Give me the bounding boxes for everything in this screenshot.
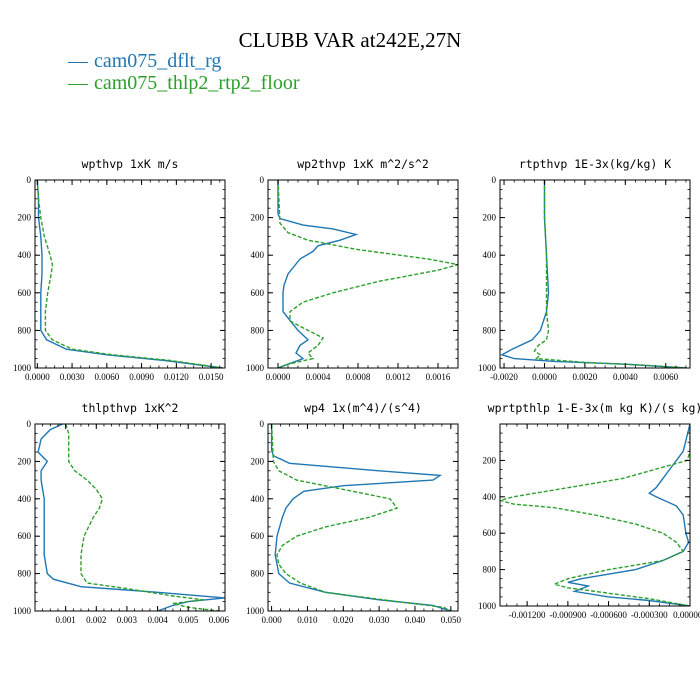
legend-swatch-icon: — [68,50,88,72]
x-tick-label: 0.006 [209,615,230,625]
legend-entry-floor: — cam075_thlp2_rtp2_floor [68,72,300,95]
y-tick-label: 1000 [478,601,497,611]
y-tick-label: 400 [18,494,32,504]
panel-title: thlpthvp 1xK^2 [82,401,179,415]
y-tick-label: 1000 [246,363,265,373]
x-tick-label: -0.000300 [631,610,668,620]
y-tick-label: 800 [251,325,265,335]
x-tick-label: 0.002 [86,615,106,625]
series-line-floor [64,424,219,611]
series-line-floor [270,424,452,611]
y-tick-label: 600 [483,528,497,538]
y-tick-label: 0 [260,175,265,185]
series-line-dflt [270,424,452,611]
y-tick-label: 1000 [478,363,497,373]
series-line-floor [277,180,458,368]
x-tick-label: 0.0000 [25,372,50,382]
panel-title: wprtpthlp 1-E-3x(m kg K)/(s kg) [488,401,700,415]
y-tick-label: 200 [251,213,265,223]
y-tick-label: 800 [18,569,32,579]
x-tick-label: 0.001 [56,615,76,625]
plot-frame [267,423,459,612]
panel-title: wp2thvp 1xK m^2/s^2 [297,157,429,171]
y-tick-label: 200 [251,456,265,466]
y-tick-label: 0 [27,419,32,429]
x-tick-label: -0.000900 [549,610,586,620]
x-tick-label: 0.0016 [426,372,451,382]
panel-title: wpthvp 1xK m/s [82,157,179,171]
y-tick-label: 800 [483,325,497,335]
legend-label: cam075_thlp2_rtp2_floor [94,72,300,94]
plot-frame [34,423,226,612]
y-tick-label: 800 [251,569,265,579]
y-tick-label: 0 [27,175,32,185]
x-tick-label: 0.004 [147,615,168,625]
x-tick-label: 0.0020 [573,372,598,382]
y-tick-label: 600 [483,288,497,298]
x-tick-label: 0.040 [405,615,426,625]
y-tick-label: 400 [483,250,497,260]
x-tick-label: 0.0004 [306,372,331,382]
x-tick-label: 0.020 [333,615,354,625]
x-tick-label: 0.0000 [532,372,557,382]
series-line-floor [500,424,690,606]
series-line-dflt [567,424,690,606]
y-tick-label: 600 [251,288,265,298]
legend-label: cam075_dflt_rg [94,50,222,72]
series-line-dflt [37,424,225,611]
x-tick-label: 0.0120 [164,372,189,382]
x-tick-label: -0.000600 [590,610,627,620]
x-tick-label: 0.0150 [199,372,224,382]
y-tick-label: 400 [18,250,32,260]
y-tick-label: 400 [251,250,265,260]
x-tick-label: 0.0008 [346,372,371,382]
x-tick-label: 0.003 [117,615,138,625]
x-tick-label: 0.0090 [129,372,154,382]
x-tick-label: 0.0060 [653,372,678,382]
x-tick-label: 0.000000 [673,610,700,620]
x-tick-label: 0.0060 [94,372,119,382]
x-tick-label: -0.001200 [509,610,546,620]
x-tick-label: 0.000 [261,615,282,625]
y-tick-label: 1000 [13,606,32,616]
y-tick-label: 0 [260,419,265,429]
y-tick-label: 1000 [246,606,265,616]
plot-frame [34,179,226,369]
y-tick-label: 200 [18,213,32,223]
y-tick-label: 600 [18,288,32,298]
y-tick-label: 400 [251,494,265,504]
x-tick-label: 0.010 [297,615,318,625]
y-tick-label: 200 [483,213,497,223]
y-tick-label: 600 [251,531,265,541]
y-tick-label: 800 [483,565,497,575]
y-tick-label: 1000 [13,363,32,373]
y-tick-label: 200 [483,455,497,465]
x-tick-label: 0.0012 [386,372,411,382]
x-tick-label: 0.005 [178,615,199,625]
series-line-dflt [36,180,223,368]
series-line-floor [36,180,223,368]
y-tick-label: 0 [492,175,497,185]
y-tick-label: 800 [18,325,32,335]
legend-entry-dflt: — cam075_dflt_rg [68,50,221,73]
y-tick-label: 600 [18,531,32,541]
x-tick-label: 0.0000 [266,372,291,382]
x-tick-label: 0.050 [441,615,462,625]
x-tick-label: 0.0030 [60,372,85,382]
panel-title: rtpthvp 1E-3x(kg/kg) K [519,157,671,171]
plot-frame [267,179,459,369]
y-tick-label: 200 [18,456,32,466]
figure-title: CLUBB VAR at242E,27N [238,28,462,52]
x-tick-label: -0.0020 [490,372,518,382]
panel-title: wp4 1x(m^4)/(s^4) [304,401,422,415]
x-tick-label: 0.030 [369,615,390,625]
series-line-dflt [500,180,687,368]
legend-swatch-icon: — [68,72,88,94]
series-line-floor [533,180,687,368]
x-tick-label: 0.0040 [613,372,638,382]
plot-frame [499,179,691,369]
y-tick-label: 400 [483,492,497,502]
series-line-dflt [277,180,359,368]
